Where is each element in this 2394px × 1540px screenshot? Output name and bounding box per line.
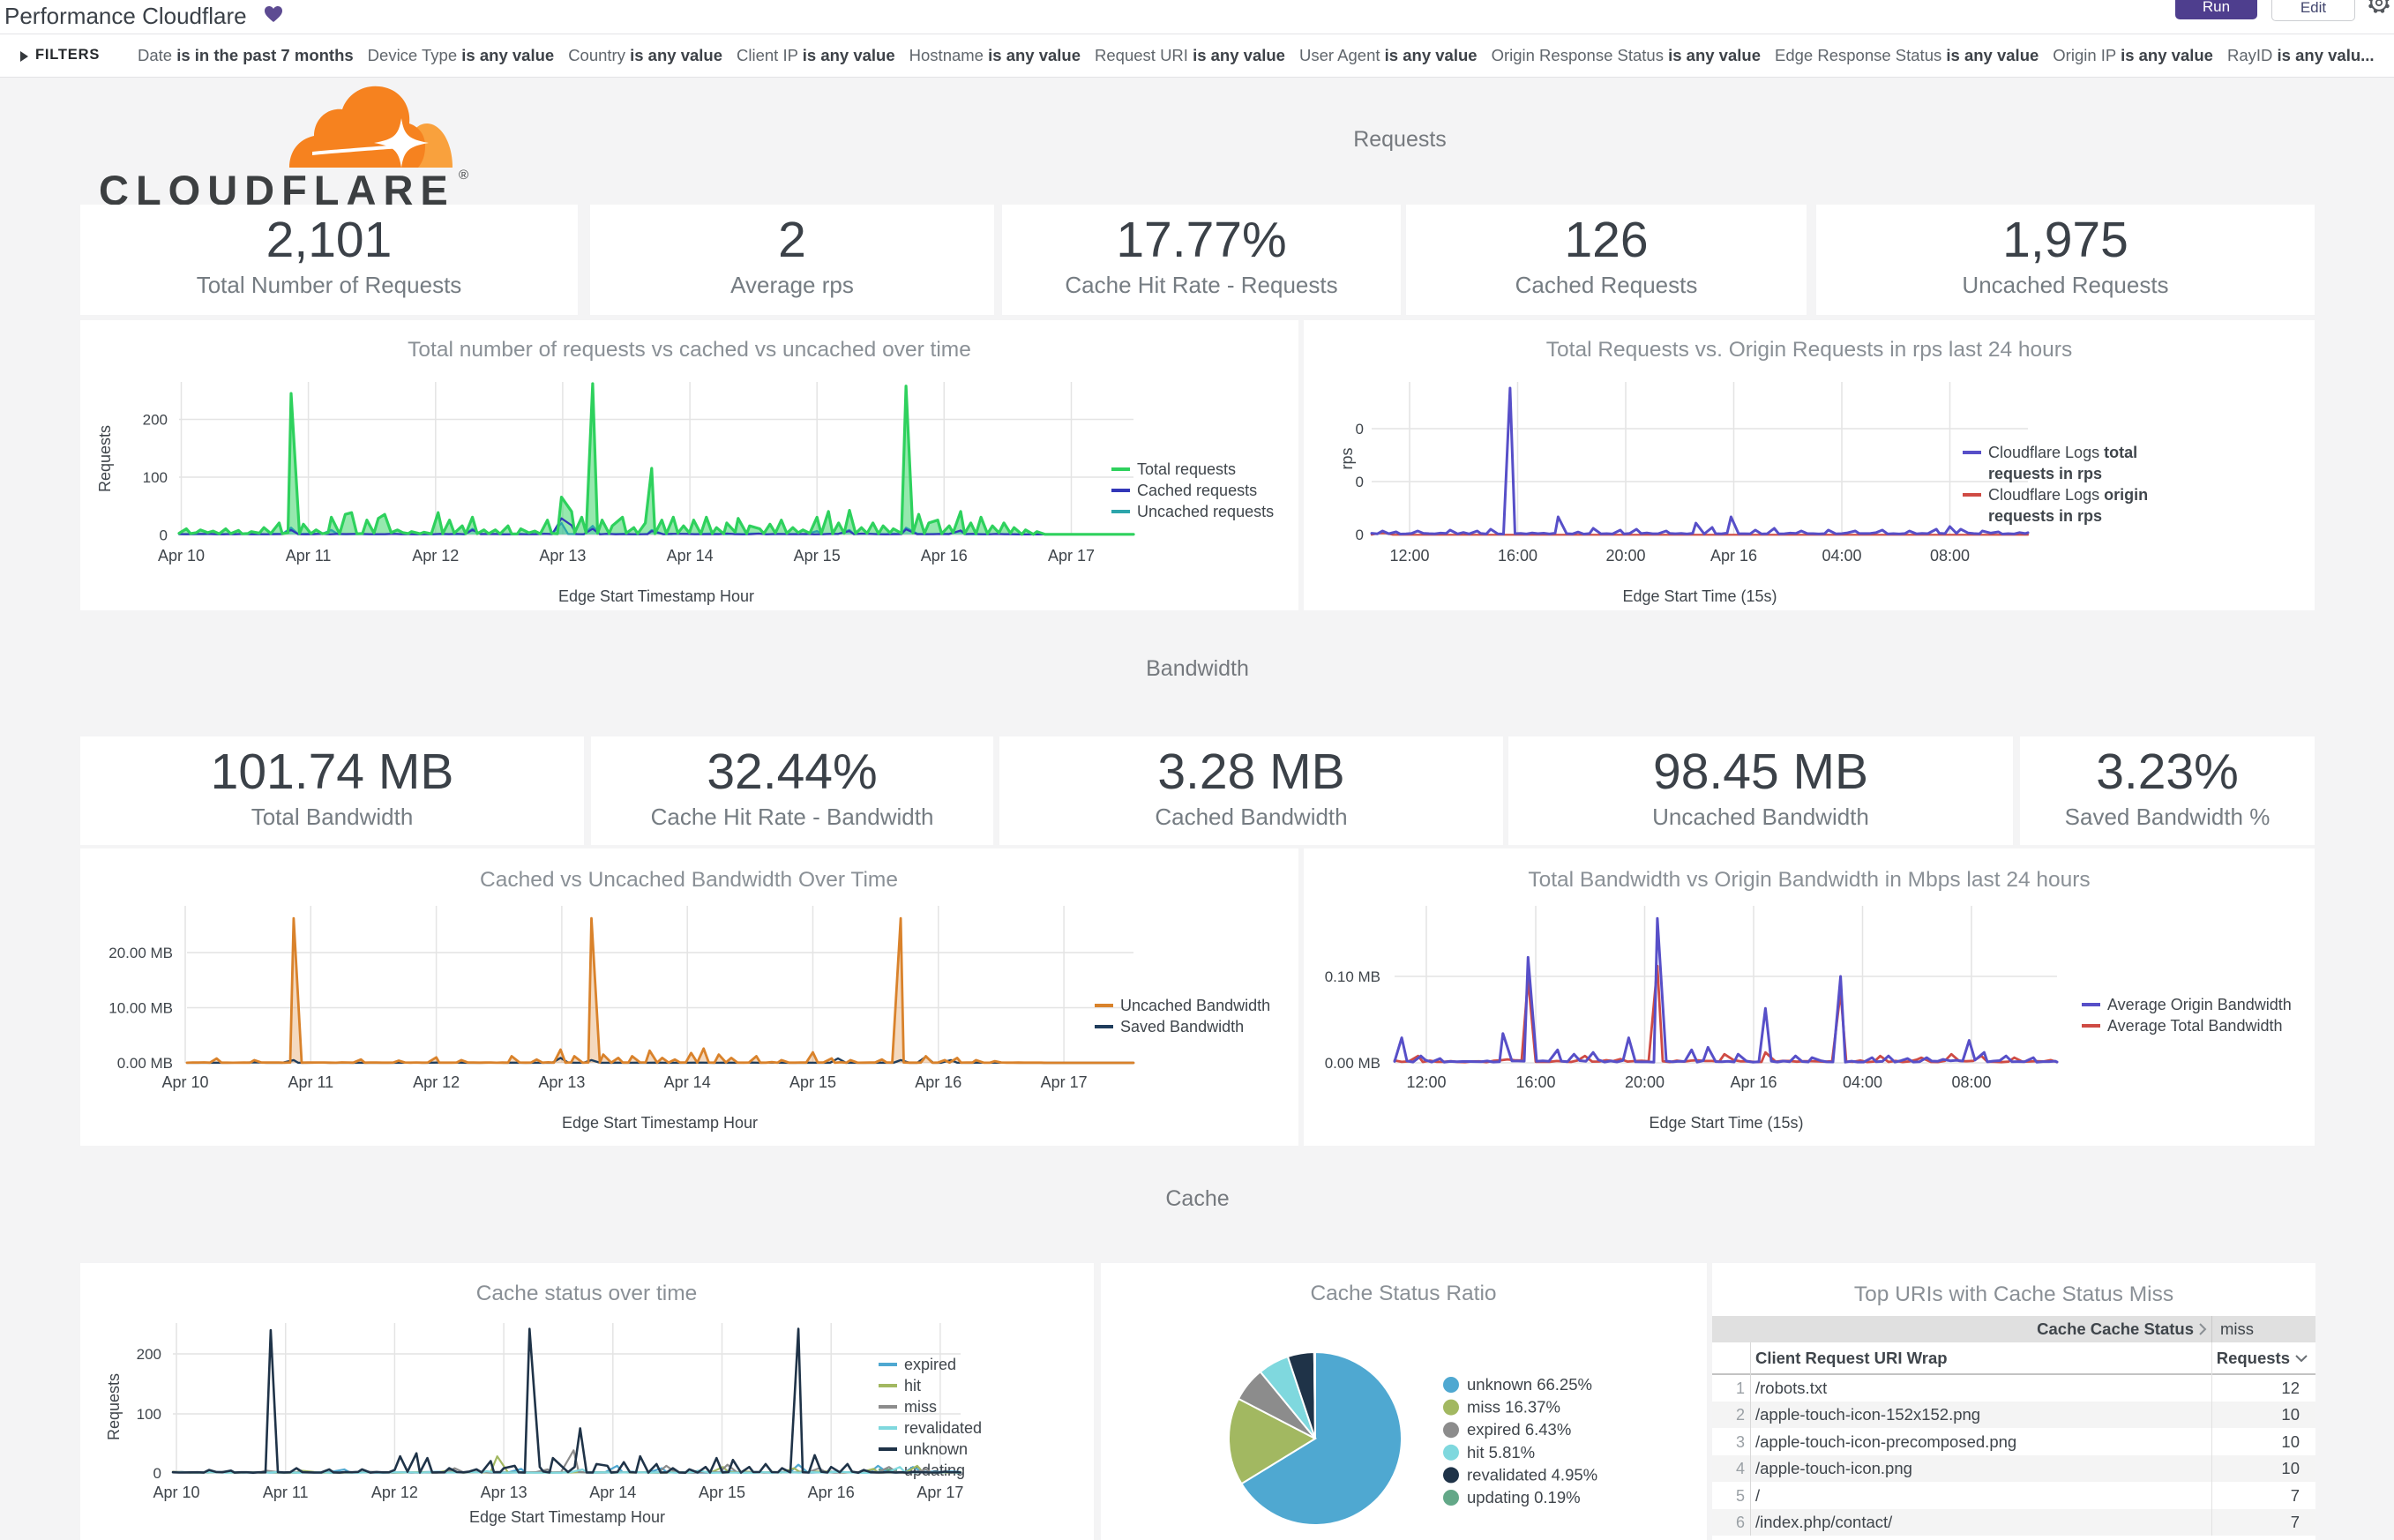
- svg-text:Apr 16: Apr 16: [1710, 547, 1757, 564]
- svg-text:Edge Start Timestamp Hour: Edge Start Timestamp Hour: [558, 587, 754, 605]
- svg-text:expired: expired: [904, 1356, 956, 1373]
- svg-text:Apr 13: Apr 13: [538, 1073, 585, 1091]
- svg-text:Total number of requests vs ca: Total number of requests vs cached vs un…: [408, 338, 971, 362]
- svg-text:Apr 11: Apr 11: [288, 1073, 333, 1091]
- svg-text:requests in rps: requests in rps: [1988, 465, 2102, 482]
- svg-text:Apr 13: Apr 13: [481, 1484, 527, 1501]
- svg-text:100: 100: [143, 469, 168, 486]
- svg-text:0: 0: [1356, 421, 1364, 437]
- svg-text:Apr 16: Apr 16: [921, 547, 968, 564]
- svg-text:Apr 11: Apr 11: [286, 547, 332, 564]
- svg-text:Apr 16: Apr 16: [915, 1073, 961, 1091]
- svg-text:unknown 66.25%: unknown 66.25%: [1467, 1375, 1592, 1394]
- svg-text:04:00: 04:00: [1822, 547, 1861, 564]
- svg-text:Total Requests vs. Origin Requ: Total Requests vs. Origin Requests in rp…: [1546, 338, 2072, 362]
- svg-text:10.00 MB: 10.00 MB: [108, 1000, 173, 1017]
- svg-text:12:00: 12:00: [1389, 547, 1429, 564]
- svg-text:20.00 MB: 20.00 MB: [108, 945, 173, 961]
- svg-text:requests in rps: requests in rps: [1988, 507, 2102, 525]
- svg-text:16:00: 16:00: [1498, 547, 1537, 564]
- svg-text:Cache Status Ratio: Cache Status Ratio: [1310, 1282, 1496, 1305]
- svg-text:hit 5.81%: hit 5.81%: [1467, 1443, 1535, 1462]
- svg-text:expired 6.43%: expired 6.43%: [1467, 1420, 1571, 1439]
- svg-text:Cloudflare Logs origin: Cloudflare Logs origin: [1988, 486, 2148, 504]
- svg-text:Apr 15: Apr 15: [699, 1484, 745, 1501]
- svg-text:Apr 10: Apr 10: [158, 547, 205, 564]
- svg-text:unknown: unknown: [904, 1440, 968, 1458]
- svg-text:04:00: 04:00: [1843, 1073, 1882, 1091]
- svg-text:Requests: Requests: [105, 1373, 123, 1440]
- svg-text:Uncached Bandwidth: Uncached Bandwidth: [1120, 997, 1270, 1014]
- svg-text:0: 0: [1356, 474, 1364, 490]
- svg-text:Apr 14: Apr 14: [664, 1073, 711, 1091]
- svg-text:0.00 MB: 0.00 MB: [1325, 1055, 1380, 1072]
- svg-text:Requests: Requests: [96, 425, 114, 492]
- svg-text:Cached vs Uncached Bandwidth O: Cached vs Uncached Bandwidth Over Time: [480, 868, 898, 892]
- svg-text:0.10 MB: 0.10 MB: [1325, 968, 1380, 985]
- svg-text:Apr 10: Apr 10: [161, 1073, 208, 1091]
- svg-text:Average Origin Bandwidth: Average Origin Bandwidth: [2107, 996, 2292, 1013]
- svg-text:revalidated 4.95%: revalidated 4.95%: [1467, 1465, 1597, 1484]
- svg-text:Cache status over time: Cache status over time: [476, 1282, 698, 1305]
- svg-text:Cached requests: Cached requests: [1137, 482, 1257, 499]
- svg-text:Apr 16: Apr 16: [1730, 1073, 1777, 1091]
- svg-text:Apr 17: Apr 17: [916, 1484, 963, 1501]
- svg-text:Apr 14: Apr 14: [589, 1484, 636, 1501]
- svg-text:100: 100: [137, 1406, 161, 1423]
- svg-text:Edge Start Timestamp Hour: Edge Start Timestamp Hour: [469, 1508, 665, 1526]
- svg-text:Apr 15: Apr 15: [789, 1073, 836, 1091]
- svg-text:0: 0: [160, 527, 168, 544]
- svg-text:Edge Start Time (15s): Edge Start Time (15s): [1622, 587, 1777, 605]
- svg-text:Apr 10: Apr 10: [153, 1484, 199, 1501]
- svg-text:Edge Start Timestamp Hour: Edge Start Timestamp Hour: [562, 1114, 758, 1132]
- svg-text:16:00: 16:00: [1515, 1073, 1555, 1091]
- svg-text:Edge Start Time (15s): Edge Start Time (15s): [1649, 1114, 1803, 1132]
- svg-text:Total requests: Total requests: [1137, 460, 1236, 478]
- svg-text:updating: updating: [904, 1462, 965, 1479]
- svg-text:Total Bandwidth vs Origin Band: Total Bandwidth vs Origin Bandwidth in M…: [1528, 868, 2090, 892]
- svg-text:0.00 MB: 0.00 MB: [117, 1055, 173, 1072]
- svg-text:12:00: 12:00: [1406, 1073, 1446, 1091]
- svg-text:Apr 12: Apr 12: [371, 1484, 418, 1501]
- svg-text:Apr 15: Apr 15: [794, 547, 841, 564]
- svg-text:updating 0.19%: updating 0.19%: [1467, 1488, 1581, 1506]
- svg-text:0: 0: [1356, 527, 1364, 543]
- svg-text:Apr 12: Apr 12: [413, 1073, 460, 1091]
- svg-text:miss: miss: [904, 1398, 937, 1416]
- svg-text:Apr 14: Apr 14: [667, 547, 714, 564]
- svg-text:20:00: 20:00: [1605, 547, 1645, 564]
- svg-text:Apr 17: Apr 17: [1048, 547, 1095, 564]
- svg-text:0: 0: [153, 1465, 161, 1482]
- svg-text:rps: rps: [1338, 447, 1356, 469]
- svg-text:Apr 16: Apr 16: [808, 1484, 855, 1501]
- svg-text:200: 200: [143, 412, 168, 429]
- svg-text:08:00: 08:00: [1930, 547, 1970, 564]
- svg-text:Saved Bandwidth: Saved Bandwidth: [1120, 1018, 1244, 1035]
- svg-text:20:00: 20:00: [1625, 1073, 1665, 1091]
- svg-text:Average Total Bandwidth: Average Total Bandwidth: [2107, 1017, 2282, 1035]
- svg-text:08:00: 08:00: [1951, 1073, 1991, 1091]
- svg-text:revalidated: revalidated: [904, 1419, 982, 1437]
- svg-text:200: 200: [137, 1346, 161, 1363]
- svg-text:Apr 11: Apr 11: [263, 1484, 309, 1501]
- svg-text:miss 16.37%: miss 16.37%: [1467, 1398, 1560, 1417]
- svg-text:Apr 12: Apr 12: [412, 547, 459, 564]
- svg-text:Uncached requests: Uncached requests: [1137, 503, 1274, 520]
- svg-text:Apr 17: Apr 17: [1041, 1073, 1088, 1091]
- svg-text:hit: hit: [904, 1377, 921, 1394]
- svg-text:Cloudflare Logs total: Cloudflare Logs total: [1988, 444, 2137, 461]
- svg-text:Apr 13: Apr 13: [539, 547, 586, 564]
